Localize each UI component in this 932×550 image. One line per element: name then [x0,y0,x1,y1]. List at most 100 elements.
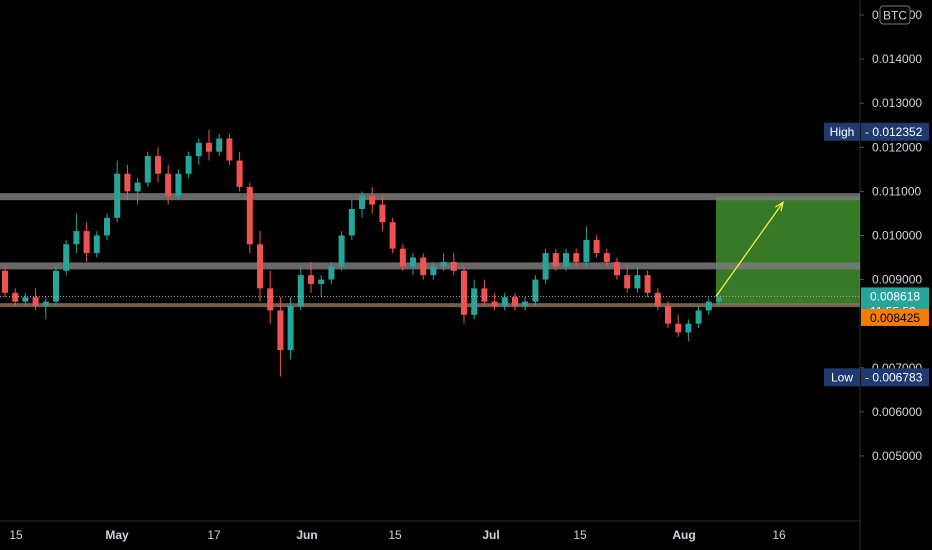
candle[interactable] [73,213,80,254]
candle[interactable] [155,147,161,183]
candle[interactable] [481,279,488,307]
candle[interactable] [22,292,29,307]
candle[interactable] [348,200,355,240]
candle[interactable] [185,151,192,179]
candle[interactable] [277,297,284,377]
candle[interactable] [532,275,539,307]
candle[interactable] [614,257,620,280]
candle[interactable] [675,314,682,337]
candle[interactable] [308,261,314,293]
candle[interactable] [134,178,141,205]
projection-arrow[interactable] [715,202,784,297]
candle[interactable] [104,213,110,240]
candle[interactable] [257,231,263,302]
candle[interactable] [297,266,304,311]
unit-badge[interactable] [879,5,911,25]
candle[interactable] [93,231,100,258]
candle[interactable] [144,151,151,187]
candle[interactable] [389,217,396,254]
candle[interactable] [124,164,131,201]
candle[interactable] [195,138,202,165]
candle[interactable] [216,134,223,157]
candle[interactable] [410,253,416,276]
candle-body [359,195,365,210]
candle[interactable] [328,261,335,284]
candle[interactable] [420,253,427,280]
candle[interactable] [53,266,59,307]
candle[interactable] [522,297,529,311]
candle[interactable] [573,248,580,267]
candle[interactable] [716,292,722,307]
candle[interactable] [63,239,70,276]
horizontal-level-1[interactable] [0,193,860,201]
candle[interactable] [705,297,712,315]
candle[interactable] [246,182,253,254]
candle[interactable] [665,301,671,329]
candle[interactable] [634,266,641,293]
candle[interactable] [552,248,559,271]
candle[interactable] [654,288,661,311]
candle[interactable] [644,270,651,298]
candle[interactable] [471,279,478,320]
candle[interactable] [542,248,549,284]
target-zone[interactable] [716,196,860,306]
candle[interactable] [501,292,508,311]
candle-body [277,310,284,351]
candle[interactable] [226,134,233,165]
candle[interactable] [12,288,19,307]
candle-body [583,239,590,262]
candle[interactable] [461,266,467,324]
y-tick-label: 0.009000 [872,273,922,287]
candle[interactable] [165,164,172,205]
candle-body [257,244,263,289]
candle[interactable] [685,319,692,342]
candle[interactable] [512,292,518,311]
candle[interactable] [440,253,447,271]
x-tick-label: 16 [772,528,786,542]
candle[interactable] [338,231,345,271]
candle[interactable] [491,292,498,311]
candle-body [624,275,631,289]
candle[interactable] [399,244,406,271]
candle[interactable] [359,191,365,218]
candle[interactable] [593,235,600,258]
candle-body [410,257,416,267]
candle[interactable] [267,270,274,324]
candle[interactable] [2,266,8,298]
candle[interactable] [287,297,294,359]
horizontal-level-2[interactable] [0,262,860,270]
candle[interactable] [83,222,90,262]
candle[interactable] [450,253,457,276]
candle[interactable] [32,288,39,311]
candle[interactable] [318,275,325,298]
candle-body [185,156,192,174]
high-tag-value-box [861,122,929,141]
candle[interactable] [114,160,121,223]
y-tick-label: 0.014000 [872,52,922,66]
candle-body [287,306,294,351]
horizontal-level-3[interactable] [0,303,860,308]
x-tick-label: Jun [296,528,317,542]
candle[interactable] [206,129,212,161]
x-tick-label: Jul [482,528,499,542]
candle[interactable] [369,186,376,214]
low-tag-label-box [824,368,860,387]
y-tick-label: 0.011000 [872,184,921,198]
candle[interactable] [583,226,590,267]
candle[interactable] [563,248,569,271]
candle[interactable] [695,306,702,329]
candle[interactable] [624,266,631,293]
candle[interactable] [379,195,386,232]
candle-body [471,288,478,315]
candle-body [165,173,172,196]
candle[interactable] [603,248,610,267]
candle[interactable] [42,297,49,320]
candle[interactable] [175,169,182,201]
candle-body [195,142,202,157]
candle[interactable] [430,261,437,280]
candle-body [42,301,49,307]
candle-body [104,217,110,236]
candle-body [379,204,386,223]
candle[interactable] [236,151,243,192]
